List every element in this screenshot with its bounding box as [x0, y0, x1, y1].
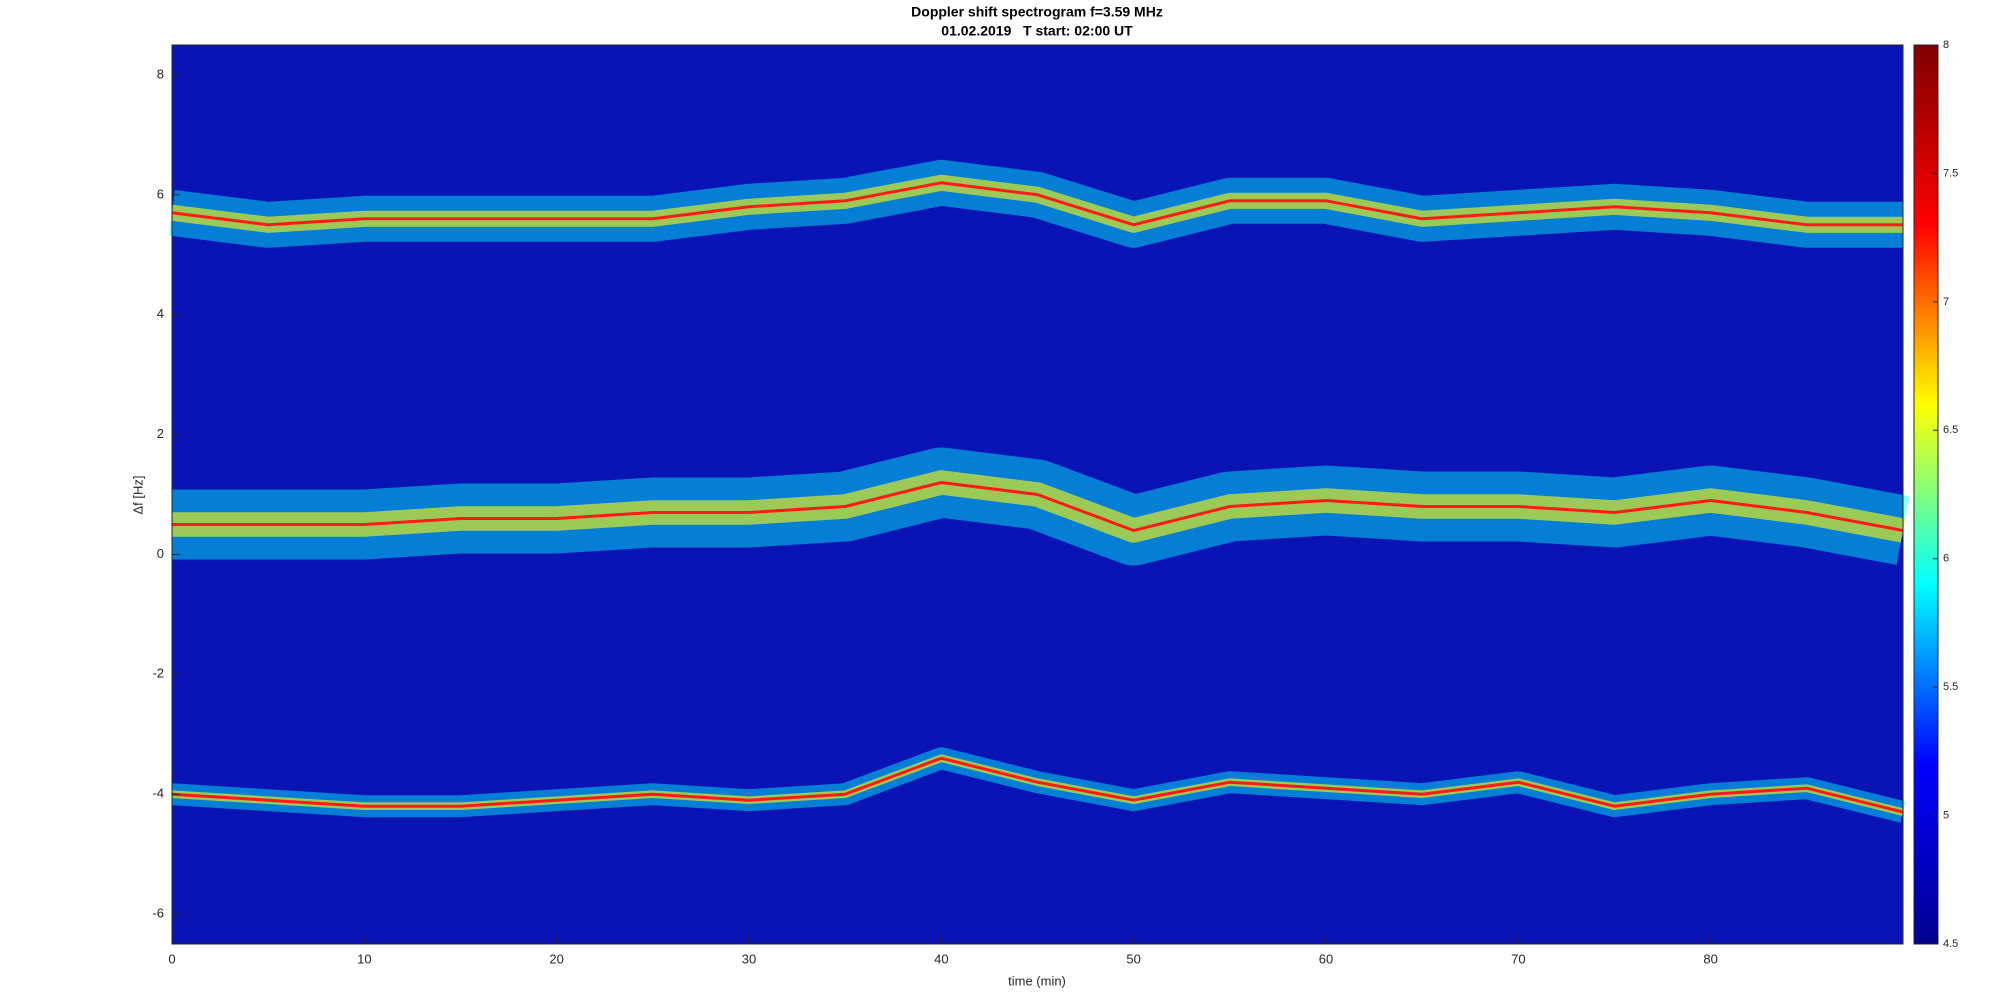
- x-axis-label: time (min): [1008, 973, 1066, 988]
- colorbar-tick-label: 5.5: [1943, 681, 1958, 693]
- y-tick-label: 8: [157, 66, 164, 81]
- y-tick-label: 2: [157, 426, 164, 441]
- y-tick-label: 6: [157, 186, 164, 201]
- ridge-line: [171, 181, 1903, 227]
- chart-subtitle: 01.02.2019 T start: 02:00 UT: [941, 23, 1133, 39]
- y-axis-label: Δf [Hz]: [130, 475, 145, 514]
- x-tick-label: 70: [1511, 951, 1525, 966]
- y-tick-label: 0: [157, 546, 164, 561]
- y-tick-label: -2: [152, 666, 164, 681]
- y-tick-label: -4: [152, 786, 164, 801]
- colorbar-tick-label: 6: [1943, 553, 1949, 565]
- colorbar-tick-label: 7: [1943, 296, 1949, 308]
- x-tick-label: 50: [1126, 951, 1140, 966]
- x-tick-label: 40: [934, 951, 948, 966]
- x-tick-label: 10: [357, 951, 371, 966]
- colorbar-tick-label: 5: [1943, 809, 1949, 821]
- ridge-line: [171, 756, 1904, 814]
- x-tick-label: 30: [742, 951, 756, 966]
- y-tick-label: 4: [157, 306, 164, 321]
- colorbar-tick-label: 4.5: [1943, 938, 1958, 950]
- chart-title: Doppler shift spectrogram f=3.59 MHz: [911, 4, 1163, 20]
- x-tick-label: 20: [549, 951, 563, 966]
- colorbar-tick-label: 6.5: [1943, 424, 1958, 436]
- x-tick-label: 0: [168, 951, 175, 966]
- plot-frame: [171, 44, 1904, 945]
- y-tick-label: -6: [152, 905, 164, 920]
- colorbar-tick-label: 8: [1943, 39, 1949, 51]
- ridge-line: [172, 481, 1904, 532]
- colorbar: [1913, 44, 1939, 945]
- colorbar-tick-label: 7.5: [1943, 167, 1958, 179]
- x-tick-label: 60: [1319, 951, 1333, 966]
- x-tick-label: 80: [1703, 951, 1717, 966]
